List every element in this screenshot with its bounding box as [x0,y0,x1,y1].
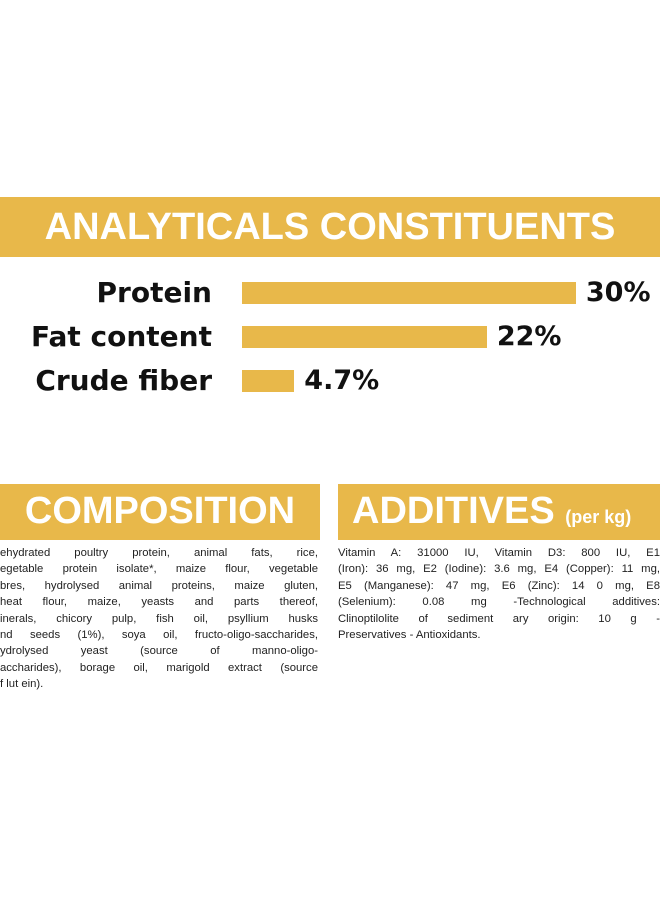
text-line: Preservatives - Antioxidants. [338,629,481,641]
text-line: accharides), borage oil, marigold extrac… [0,661,318,674]
text-line: heat flour, maize, yeasts and parts ther… [0,596,318,609]
title-band [0,197,660,257]
bar [242,326,487,348]
chart-title: ANALYTICALS CONSTITUENTS [44,206,616,248]
category-label: Crude fiber [35,364,212,397]
text-line: (Iron): 36 mg, E2 (Iodine): 3.6 mg, E4 (… [338,563,660,576]
text-line: egetable protein isolate*, maize flour, … [0,563,318,576]
text-line: f lut ein). [0,678,44,691]
text-line: bres, hydrolysed animal proteins, maize … [0,579,318,592]
bar [242,370,295,392]
category-label: Protein [96,276,212,309]
text-line: Vitamin A: 31000 IU, Vitamin D3: 800 IU,… [338,547,660,559]
additives-header: ADDITIVES (per kg) [352,490,631,533]
text-line: inerals, chicory pulp, fish oil, psylliu… [0,612,318,625]
additives-title: ADDITIVES [352,490,555,532]
additives-subtitle: (per kg) [565,507,632,527]
text-line: Clinoptilolite of sediment ary origin: 1… [338,612,660,625]
value-label: 22% [496,321,562,352]
additives-band [338,484,660,540]
text-line: ehydrated poultry protein, animal fats, … [0,547,318,559]
text-line: ydrolysed yeast (source of manno-oligo- [0,645,318,658]
text-line: nd seeds (1%), soya oil, fructo-oligo-sa… [0,629,318,641]
composition-band [0,484,320,540]
composition-title: COMPOSITION [24,490,296,532]
value-label: 4.7% [304,365,380,396]
category-label: Fat content [31,320,212,353]
text-line: (Selenium): 0.08 mg -Technological addit… [338,596,660,609]
bar [242,282,576,304]
text-line: E5 (Manganese): 47 mg, E6 (Zinc): 14 0 m… [338,579,660,592]
value-label: 30% [585,277,651,308]
